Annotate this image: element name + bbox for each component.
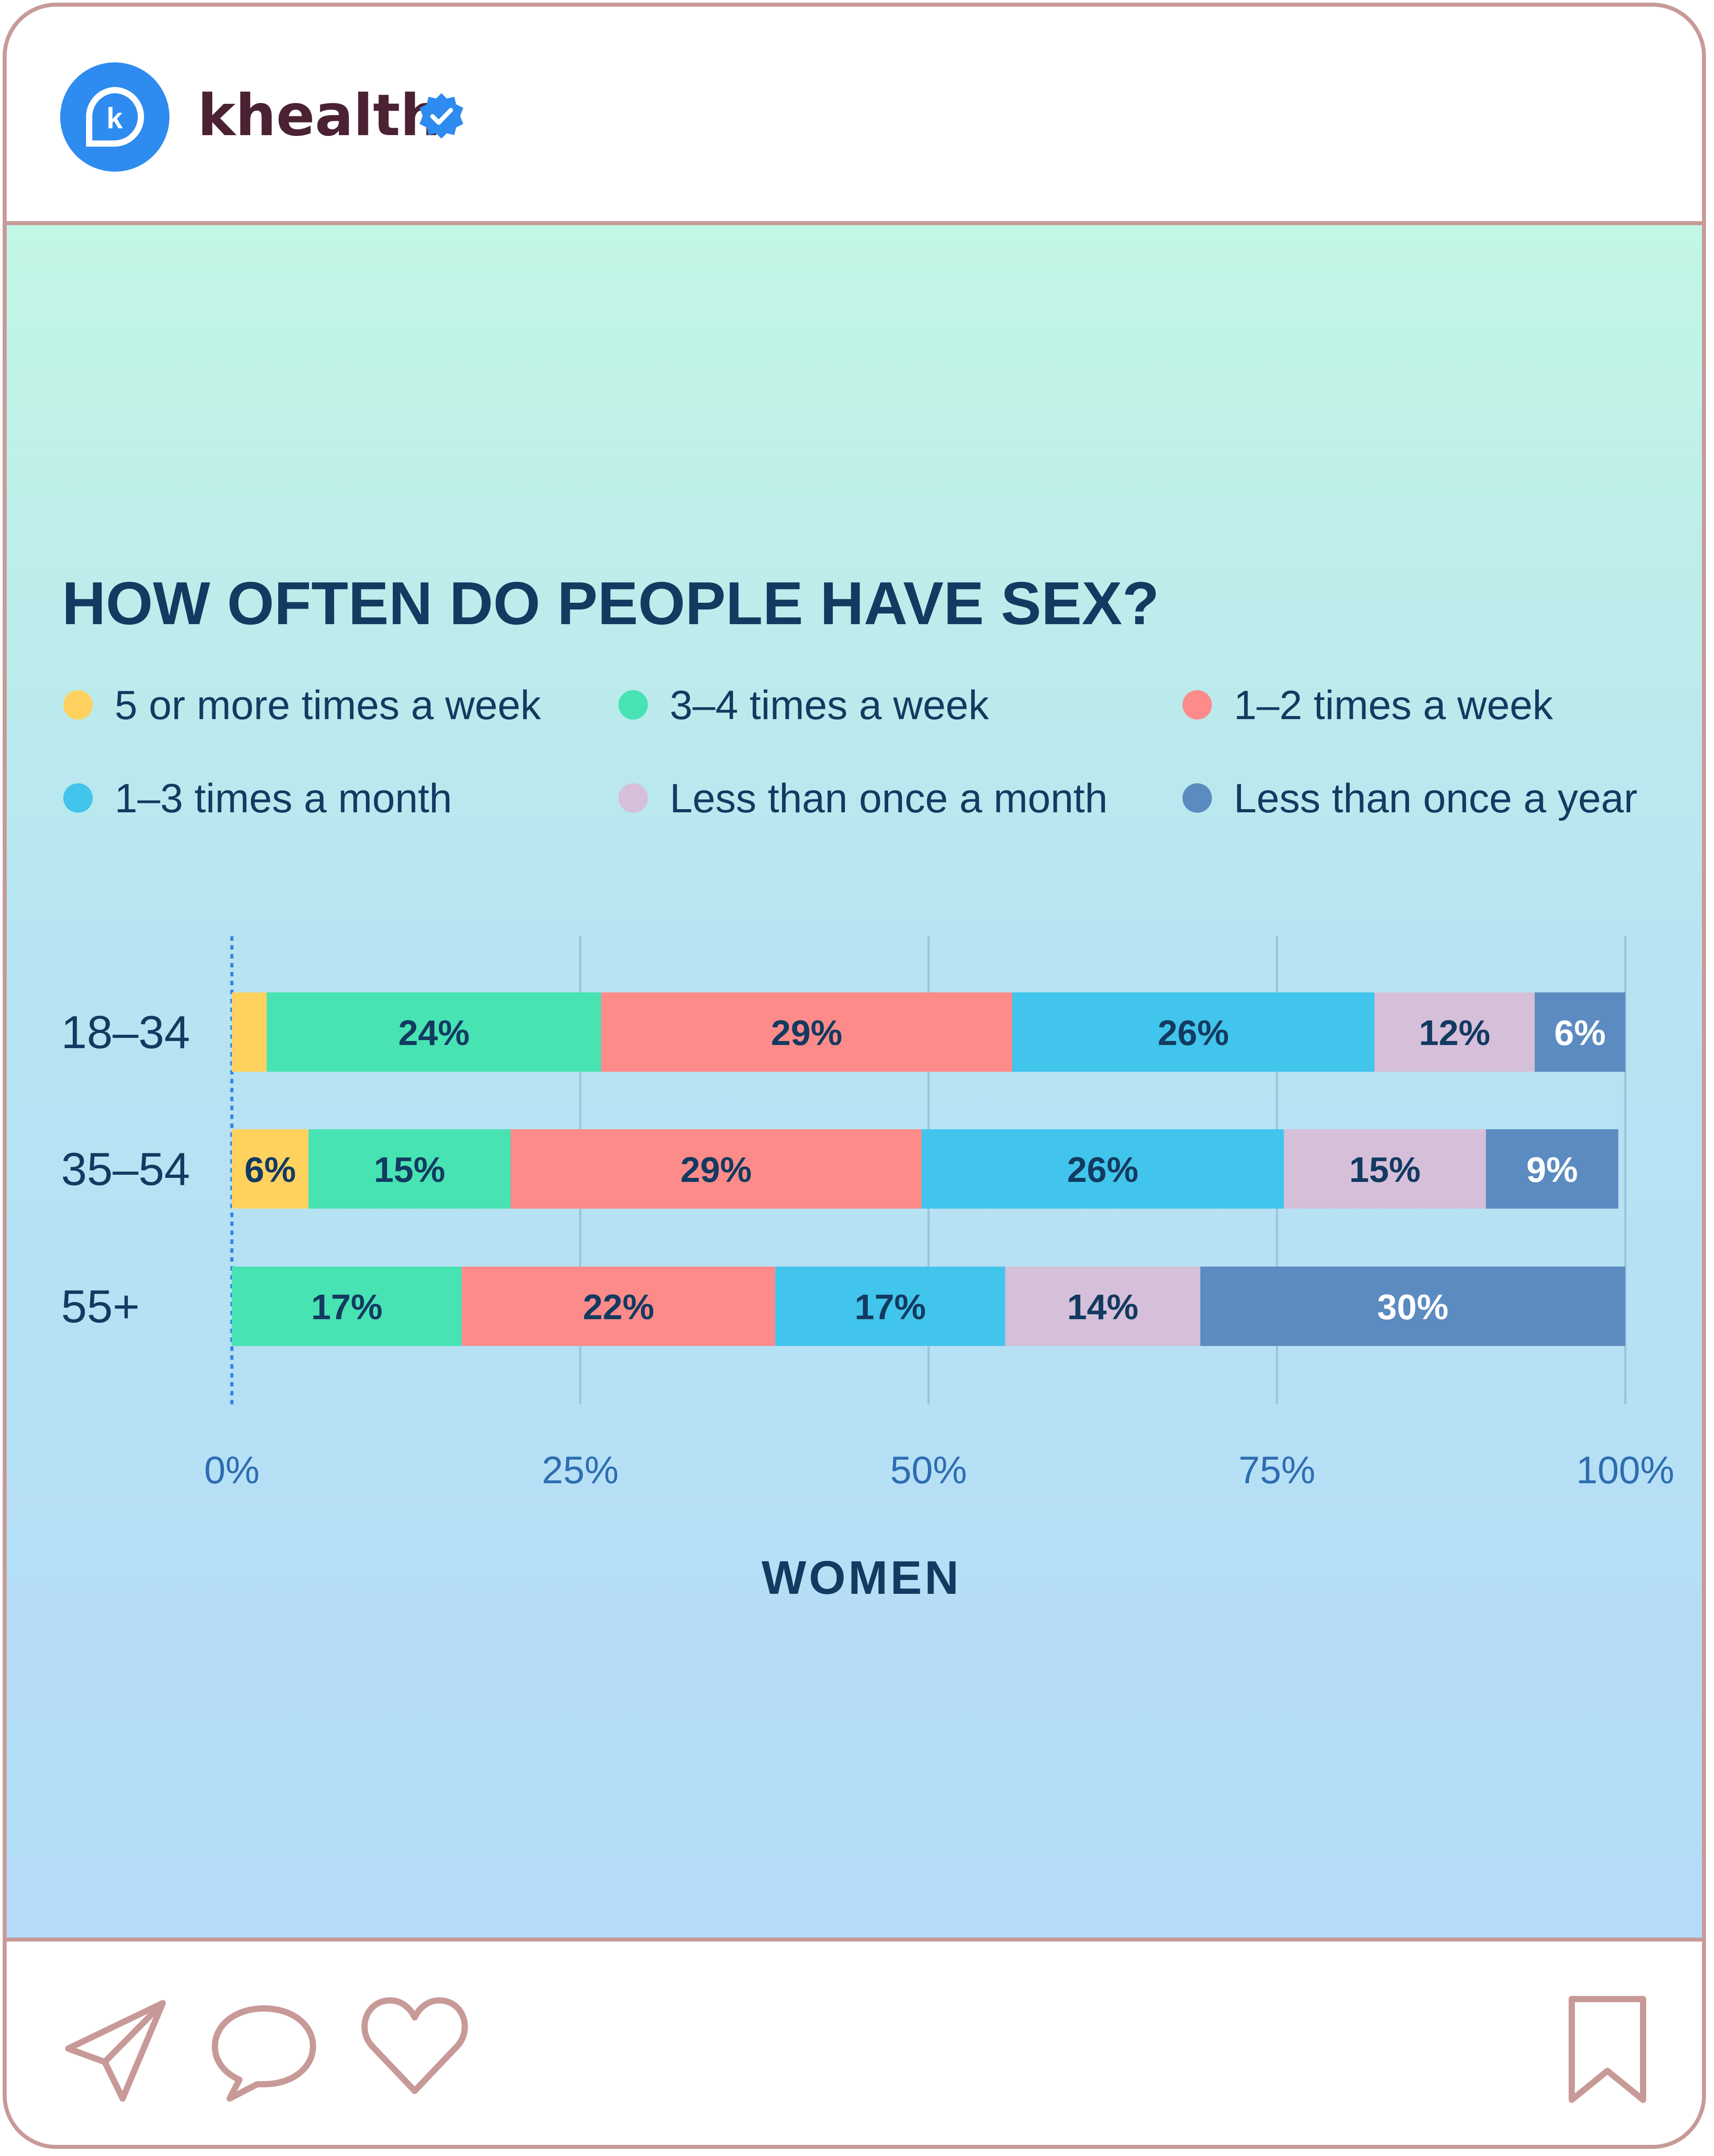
legend-swatch [63, 690, 93, 720]
legend-label: 1–2 times a week [1234, 683, 1553, 728]
data-label: 17% [311, 1287, 383, 1327]
chart-bars: 24% 29% 26% 12% 6%6% 15% 29% 26% 15% 9%17% 22% 17% 1… [232, 992, 1625, 1346]
bar-segment-3-4-times-a-week [308, 1129, 511, 1209]
category-label: 35–54 [61, 1144, 190, 1195]
data-label: 12% [1419, 1013, 1490, 1053]
footer-divider [7, 1938, 1702, 1942]
legend-swatch [618, 783, 648, 813]
x-axis-label: WOMEN [762, 1551, 961, 1604]
legend-label: Less than once a month [670, 776, 1108, 821]
category-label: 55+ [61, 1281, 140, 1333]
legend-label: 5 or more times a week [115, 683, 541, 728]
data-label: 22% [583, 1287, 654, 1327]
header-divider [7, 221, 1702, 225]
account-avatar[interactable]: k [60, 62, 169, 172]
legend-label: 1–3 times a month [115, 776, 452, 821]
x-tick-labels: 0% 25% 50% 75% 100% [204, 1449, 1674, 1492]
data-label: 17% [855, 1287, 926, 1327]
account-name[interactable]: khealth [198, 82, 441, 149]
legend-swatch [63, 783, 93, 813]
data-label: 26% [1067, 1150, 1138, 1189]
legend-item-1-2-times-a-week: 1–2 times a week [1182, 683, 1553, 728]
post-actions [7, 1942, 1702, 2145]
share-icon[interactable] [60, 1995, 172, 2107]
bar-segment-1-2-times-a-week [511, 1129, 922, 1209]
post-card: k khealth HOW OFTEN DO PEOPLE HAVE SEX? … [3, 3, 1706, 2149]
chart-legend: 5 or more times a week 3–4 times a week 1–… [63, 683, 1637, 821]
post-header: k khealth [7, 7, 1702, 221]
x-tick-label: 75% [1239, 1449, 1315, 1492]
data-label: 15% [374, 1150, 445, 1189]
chart-title: HOW OFTEN DO PEOPLE HAVE SEX? [62, 569, 1159, 637]
chart: HOW OFTEN DO PEOPLE HAVE SEX? 5 or more … [61, 569, 1674, 1604]
bar-segment-less-than-once-a-year [1486, 1129, 1619, 1209]
bar-segment-5-or-more-times-a-week [232, 1129, 309, 1209]
data-label: 24% [398, 1013, 470, 1053]
data-label: 26% [1158, 1013, 1229, 1053]
bar-segment-3-4-times-a-week [267, 992, 602, 1072]
bar-segment-1-2-times-a-week [461, 1267, 775, 1346]
verified-badge-icon [420, 93, 463, 139]
bar-row-35-54: 6% 15% 29% 26% 15% 9% [232, 1129, 1619, 1209]
x-tick-label: 25% [542, 1449, 618, 1492]
data-label: 29% [771, 1013, 842, 1053]
category-labels: 18–34 35–54 55+ [61, 1007, 190, 1333]
x-tick-label: 100% [1576, 1449, 1674, 1492]
heart-icon[interactable] [359, 1991, 470, 2102]
legend-swatch [1182, 783, 1212, 813]
data-label: 29% [680, 1150, 752, 1189]
khealth-logo-icon: k [86, 86, 144, 147]
bar-segment-5-or-more-times-a-week [232, 992, 267, 1072]
data-label: 30% [1377, 1287, 1448, 1327]
bar-row-18-34: 24% 29% 26% 12% 6% [232, 992, 1625, 1072]
legend-item-5-or-more-times-a-week: 5 or more times a week [63, 683, 541, 728]
legend-item-less-than-once-a-year: Less than once a year [1182, 776, 1637, 821]
bar-segment-1-2-times-a-week [601, 992, 1012, 1072]
bar-segment-less-than-once-a-year [1200, 1267, 1625, 1346]
data-label: 15% [1349, 1150, 1421, 1189]
bar-row-55: 17% 22% 17% 14% 30% [232, 1267, 1625, 1346]
x-tick-label: 50% [890, 1449, 967, 1492]
bar-segment-less-than-once-a-month [1284, 1129, 1486, 1209]
bar-segment-less-than-once-a-month [1374, 992, 1535, 1072]
post-image: HOW OFTEN DO PEOPLE HAVE SEX? 5 or more … [7, 225, 1702, 1938]
bar-segment-less-than-once-a-year [1534, 992, 1625, 1072]
legend-item-less-than-once-a-month: Less than once a month [618, 776, 1108, 821]
data-label: 6% [244, 1150, 296, 1189]
bookmark-icon[interactable] [1563, 1993, 1652, 2109]
legend-item-3-4-times-a-week: 3–4 times a week [618, 683, 989, 728]
data-label: 6% [1554, 1013, 1606, 1053]
x-tick-label: 0% [204, 1449, 260, 1492]
legend-swatch [1182, 690, 1212, 720]
legend-label: Less than once a year [1234, 776, 1637, 821]
category-label: 18–34 [61, 1007, 190, 1058]
bar-segment-1-3-times-a-month [775, 1267, 1005, 1346]
legend-item-1-3-times-a-month: 1–3 times a month [63, 776, 452, 821]
legend-swatch [618, 690, 648, 720]
bar-segment-3-4-times-a-week [232, 1267, 462, 1346]
bar-segment-less-than-once-a-month [1005, 1267, 1200, 1346]
bar-segment-1-3-times-a-month [1012, 992, 1375, 1072]
data-label: 14% [1067, 1287, 1138, 1327]
data-label: 9% [1526, 1150, 1578, 1189]
legend-label: 3–4 times a week [670, 683, 989, 728]
comment-icon[interactable] [208, 2000, 320, 2107]
logo-letter: k [107, 102, 123, 135]
bar-segment-1-3-times-a-month [921, 1129, 1284, 1209]
